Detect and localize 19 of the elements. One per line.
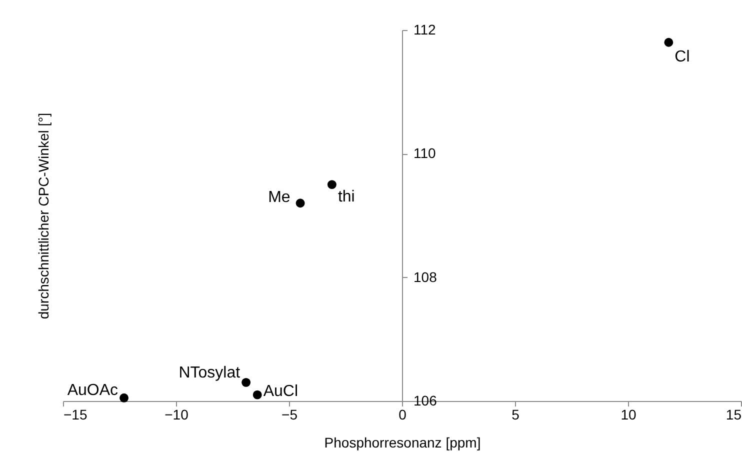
x-tick-label: −5 (282, 406, 298, 422)
y-axis-title: durchschnittlicher CPC-Winkel [°] (36, 112, 52, 320)
annotation: NTosylat (178, 364, 241, 382)
y-tick-label: 106 (414, 392, 438, 408)
x-tick-label: 5 (512, 406, 520, 422)
y-tick-label: 108 (414, 268, 438, 285)
x-axis-title: Phosphorresonanz [ppm] (324, 434, 481, 450)
x-tick-label: 10 (620, 406, 636, 422)
annotation: Cl (674, 48, 690, 66)
y-tick-label: 110 (414, 145, 436, 162)
x-tick-label: −10 (164, 406, 189, 422)
annotation: AuOAc (67, 382, 118, 399)
x-tick-label: −15 (64, 406, 88, 422)
x-tick-label: 0 (398, 406, 407, 422)
x-tick-label: 15 (726, 406, 742, 422)
annotation: thi (338, 188, 355, 206)
annotation: Me (268, 189, 290, 206)
annotation: AuCl (263, 382, 298, 400)
y-tick-label: 112 (414, 22, 436, 38)
